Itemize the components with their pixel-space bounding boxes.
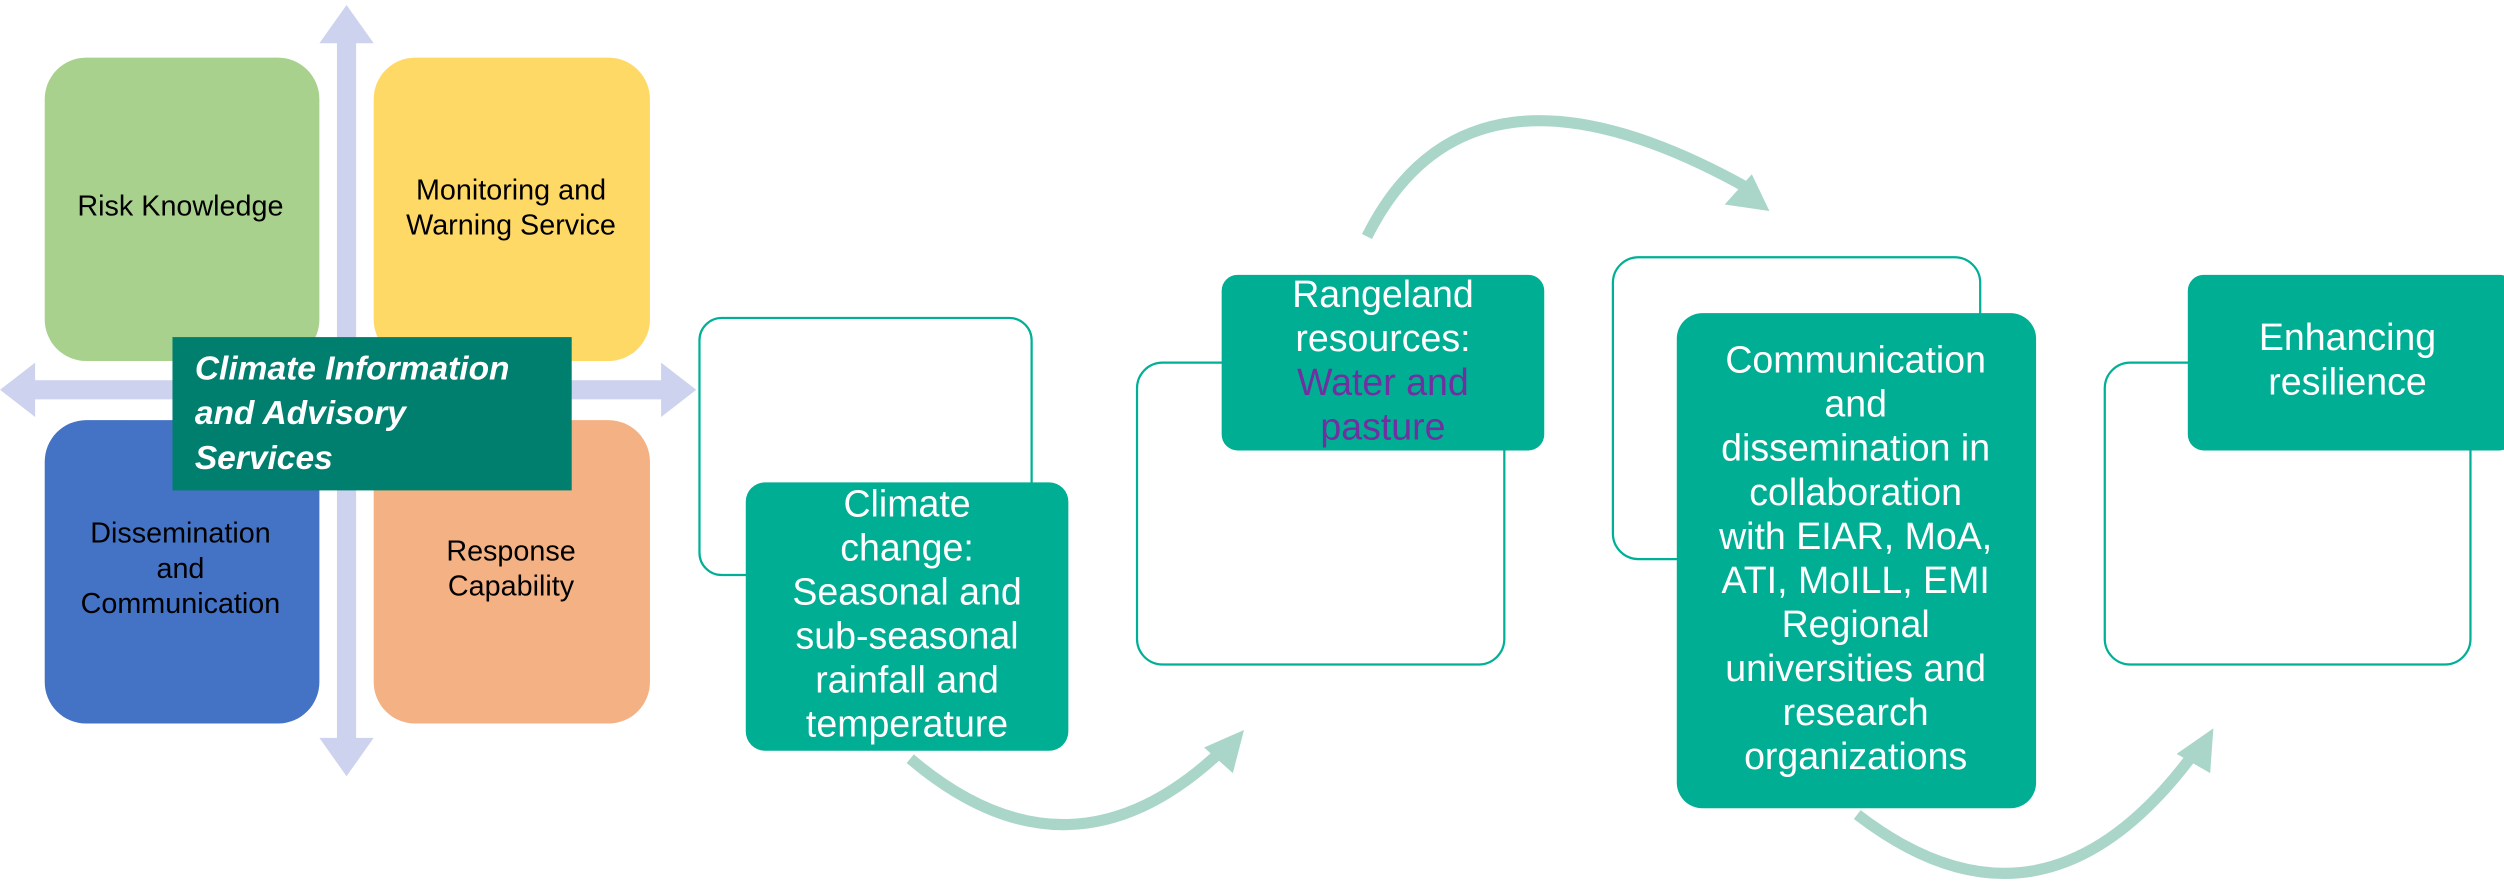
step-label: collaboration	[1749, 471, 1962, 513]
center-label: and Advisory	[195, 395, 408, 432]
step-box	[1676, 313, 2037, 809]
quadrant-box	[44, 420, 320, 724]
step-label: rainfall and	[815, 659, 999, 701]
connector-arrow	[1853, 747, 2201, 879]
step-label: and	[1824, 383, 1887, 425]
step-label: Seasonal and	[792, 570, 1021, 612]
connector-arrow	[906, 746, 1226, 831]
step-highlight: Water and	[1297, 361, 1469, 403]
quadrant-label: Capability	[448, 570, 575, 602]
quadrant-box	[44, 57, 320, 362]
step-label: with EIAR, MoA,	[1718, 515, 1992, 557]
step-label: change:	[840, 526, 974, 568]
step-label: organizations	[1744, 735, 1967, 777]
step-label: ATI, MoILL, EMI	[1722, 559, 1990, 601]
arrowhead	[1724, 174, 1770, 211]
step-box	[745, 482, 1069, 751]
step-label: universities and	[1725, 647, 1986, 689]
step-label: sub-seasonal	[795, 615, 1018, 657]
step-label: Climate	[843, 482, 970, 524]
quadrant-label: Response	[446, 535, 575, 567]
step-label: temperature	[806, 703, 1008, 745]
quadrant-label: Risk Knowledge	[77, 190, 283, 222]
quadrant-box	[373, 420, 650, 724]
arrowhead	[1204, 729, 1245, 774]
step-box	[2187, 274, 2504, 451]
step-label: Enhancing	[2259, 316, 2436, 358]
quadrant-label: Warning Service	[406, 210, 616, 242]
arrowhead	[2176, 728, 2214, 774]
quadrant-label: Dissemination	[90, 518, 270, 550]
quadrant-label: Communication	[81, 588, 281, 620]
step-label: resources:	[1295, 317, 1470, 359]
center-box	[172, 337, 572, 491]
quadrant-label: Monitoring and	[416, 174, 606, 206]
step-label: dissemination in	[1721, 427, 1990, 469]
step-label: Communication	[1725, 339, 1986, 381]
quadrant-label: and	[156, 553, 204, 585]
step-label: research	[1783, 691, 1929, 733]
step-label: Regional	[1782, 603, 1930, 645]
step-box	[1221, 274, 1545, 451]
step-label: Rangeland	[1292, 273, 1473, 315]
quadrant-box	[373, 57, 650, 362]
connector-arrow	[1361, 115, 1752, 239]
step-highlight: pasture	[1320, 405, 1445, 447]
step-label: resilience	[2268, 360, 2426, 402]
center-label: Climate Information	[195, 350, 510, 387]
center-label: Services	[195, 440, 333, 477]
